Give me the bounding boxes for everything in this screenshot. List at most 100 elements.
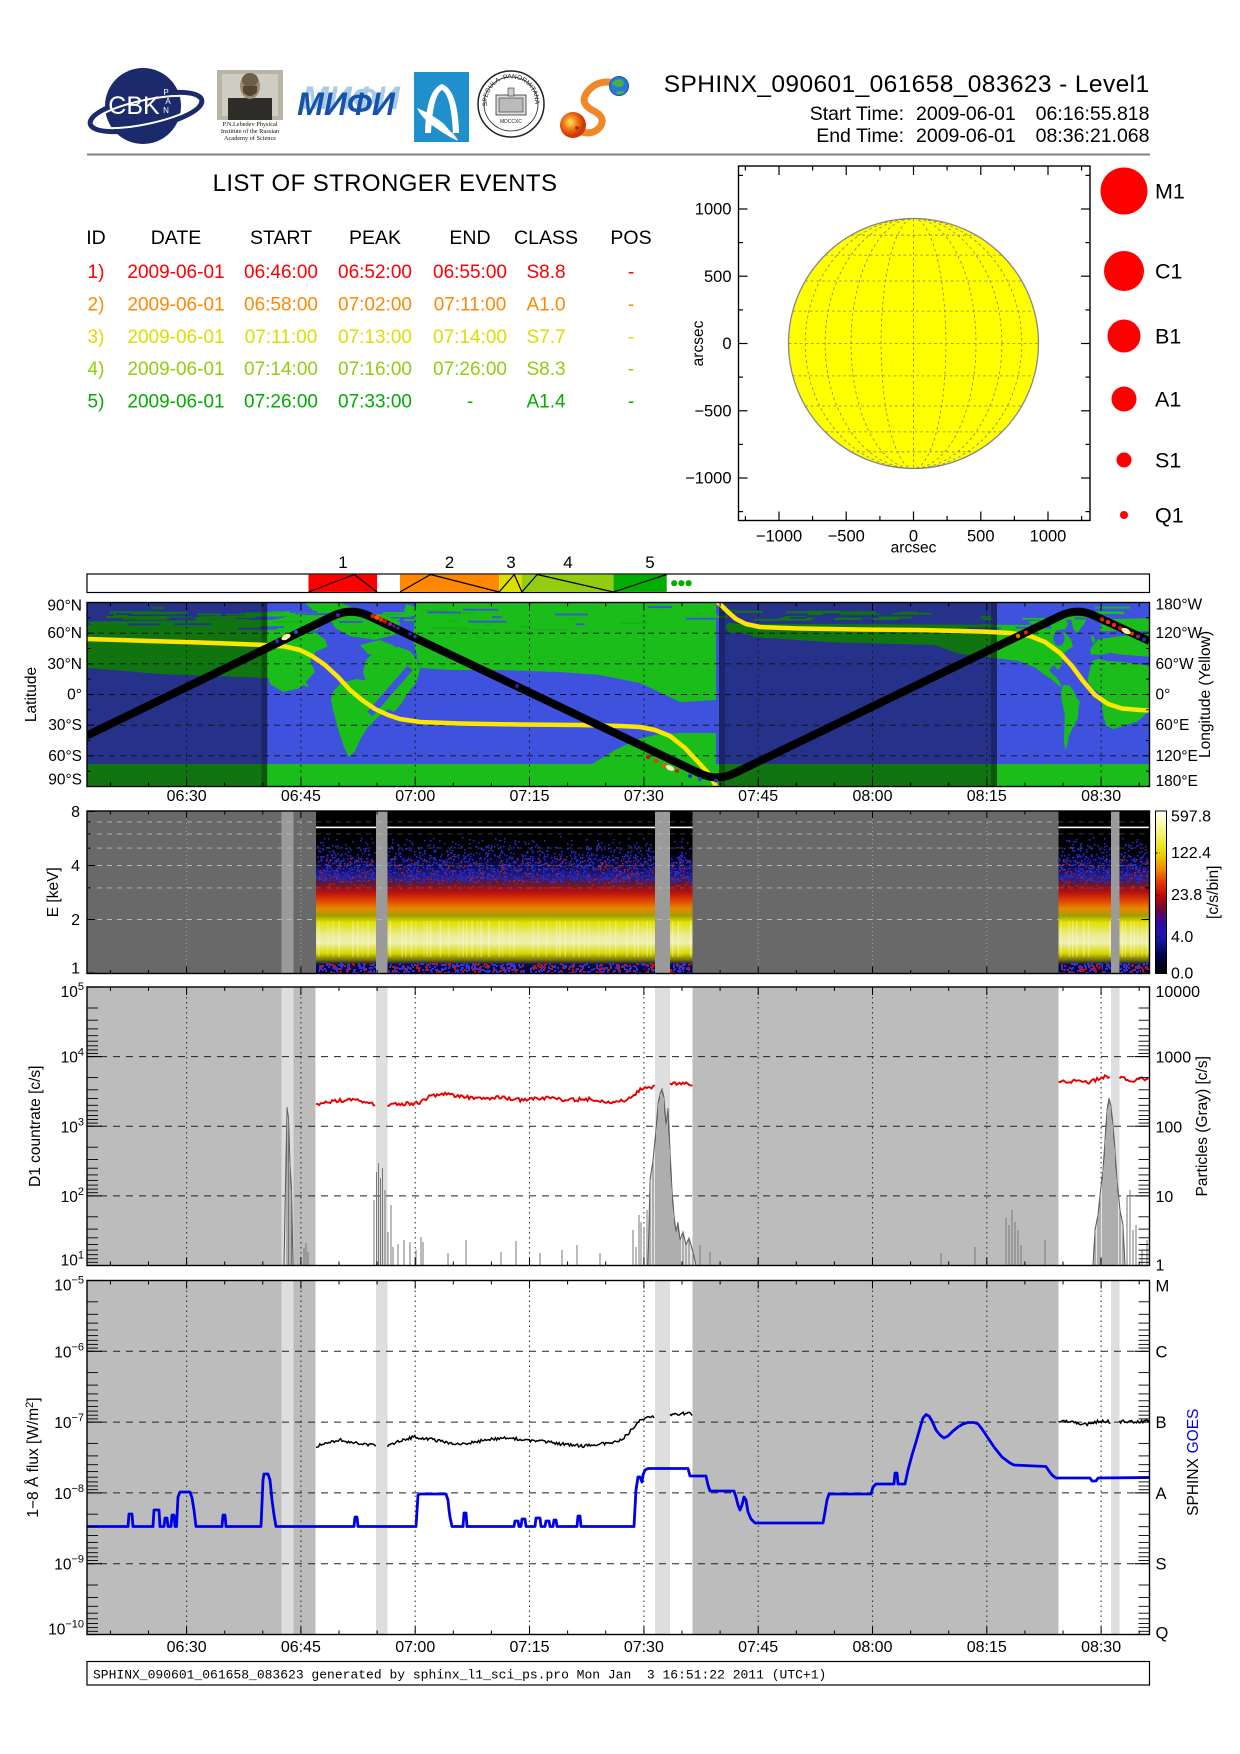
svg-text:A1: A1 (1155, 388, 1181, 412)
svg-text:08:00: 08:00 (852, 788, 892, 805)
svg-text:5: 5 (645, 553, 654, 572)
svg-text:0: 0 (909, 528, 918, 546)
svg-text:End Time:: End Time: (816, 125, 904, 147)
svg-text:[c/s/bin]: [c/s/bin] (1205, 866, 1222, 919)
svg-text:1−8 Å flux [W/m2]: 1−8 Å flux [W/m2] (24, 1397, 42, 1517)
svg-text:A: A (165, 97, 171, 106)
svg-text:arcsec: arcsec (690, 320, 707, 366)
svg-text:SPHINX_090601_061658_083623 ge: SPHINX_090601_061658_083623 generated by… (93, 1668, 826, 1683)
svg-text:P: P (163, 88, 168, 97)
svg-text:07:15: 07:15 (510, 788, 550, 805)
svg-text:S1: S1 (1155, 449, 1181, 473)
svg-text:S8.8: S8.8 (526, 262, 565, 283)
svg-text:07:33:00: 07:33:00 (338, 392, 412, 413)
svg-text:Academy of Science: Academy of Science (224, 135, 276, 142)
svg-text:180°W: 180°W (1156, 597, 1203, 614)
svg-text:500: 500 (704, 268, 732, 286)
svg-text:Q1: Q1 (1155, 504, 1184, 528)
svg-text:07:14:00: 07:14:00 (433, 327, 507, 348)
svg-text:-: - (467, 392, 473, 413)
svg-text:08:15: 08:15 (967, 1639, 1007, 1656)
svg-text:07:16:00: 07:16:00 (338, 359, 412, 380)
svg-text:CBK: CBK (108, 92, 160, 120)
svg-text:06:55:00: 06:55:00 (433, 262, 507, 283)
svg-text:2009-06-01: 2009-06-01 (127, 359, 224, 380)
svg-text:5): 5) (88, 392, 105, 413)
svg-text:4: 4 (563, 553, 572, 572)
svg-text:-: - (628, 294, 634, 315)
svg-text:08:30: 08:30 (1081, 1639, 1121, 1656)
svg-text:2009-06-01: 2009-06-01 (127, 392, 224, 413)
svg-text:CLASS: CLASS (514, 227, 578, 249)
svg-text:A1.4: A1.4 (526, 392, 566, 413)
svg-text:120°E: 120°E (1156, 748, 1198, 765)
svg-text:-: - (628, 262, 634, 283)
svg-text:GOES: GOES (1185, 1409, 1202, 1454)
svg-text:1000: 1000 (1030, 528, 1067, 546)
svg-text:07:15: 07:15 (510, 1639, 550, 1656)
svg-text:07:13:00: 07:13:00 (338, 327, 412, 348)
svg-text:07:45: 07:45 (738, 788, 778, 805)
svg-text:E [keV]: E [keV] (45, 867, 62, 917)
svg-text:597.8: 597.8 (1171, 809, 1211, 826)
svg-text:06:45: 06:45 (281, 788, 321, 805)
svg-text:1: 1 (1156, 1258, 1165, 1275)
svg-text:4: 4 (71, 858, 80, 875)
svg-text:07:30: 07:30 (624, 788, 664, 805)
svg-text:0: 0 (722, 335, 731, 353)
svg-text:2009-06-01: 2009-06-01 (127, 262, 224, 283)
svg-text:60°N: 60°N (47, 625, 82, 642)
svg-text:A: A (1156, 1485, 1167, 1503)
svg-text:120°W: 120°W (1156, 625, 1203, 642)
svg-text:DATE: DATE (151, 227, 202, 249)
svg-text:2: 2 (445, 553, 454, 572)
svg-text:1000: 1000 (695, 201, 732, 219)
svg-text:2): 2) (88, 294, 105, 315)
svg-text:2009-06-01: 2009-06-01 (127, 327, 224, 348)
svg-text:06:52:00: 06:52:00 (338, 262, 412, 283)
svg-text:Particles (Gray) [c/s]: Particles (Gray) [c/s] (1194, 1056, 1211, 1196)
svg-text:P.N.Lebedev Physical: P.N.Lebedev Physical (222, 121, 277, 128)
svg-text:МИФИ: МИФИ (297, 86, 396, 122)
svg-text:SPHINX_090601_061658_083623 -: SPHINX_090601_061658_083623 - Level1 (664, 71, 1150, 98)
svg-text:−1000: −1000 (685, 470, 731, 488)
svg-text:C: C (1156, 1343, 1168, 1361)
svg-text:07:11:00: 07:11:00 (434, 294, 507, 315)
svg-text:08:00: 08:00 (852, 1639, 892, 1656)
svg-text:-: - (628, 359, 634, 380)
svg-text:90°N: 90°N (47, 598, 82, 615)
svg-text:−500: −500 (694, 402, 731, 420)
svg-text:2009-06-01: 2009-06-01 (127, 294, 224, 315)
svg-text:30°S: 30°S (48, 717, 82, 734)
svg-text:2009-06-01: 2009-06-01 (916, 103, 1016, 125)
svg-text:07:26:00: 07:26:00 (244, 392, 318, 413)
svg-text:3: 3 (506, 553, 515, 572)
svg-text:S: S (1156, 1556, 1167, 1574)
svg-text:МИФИ: МИФИ (302, 80, 401, 116)
svg-text:END: END (449, 227, 490, 249)
svg-text:8: 8 (71, 804, 80, 821)
svg-text:90°S: 90°S (48, 772, 82, 789)
svg-text:POS: POS (610, 227, 651, 249)
svg-text:1: 1 (71, 961, 80, 978)
svg-text:A1.0: A1.0 (526, 294, 565, 315)
svg-text:ID: ID (86, 227, 106, 249)
svg-text:C1: C1 (1155, 260, 1182, 284)
svg-text:10000: 10000 (1156, 984, 1201, 1001)
svg-text:07:11:00: 07:11:00 (245, 327, 318, 348)
svg-text:Q: Q (1156, 1625, 1169, 1643)
svg-text:60°E: 60°E (1156, 717, 1190, 734)
svg-text:−500: −500 (828, 528, 865, 546)
svg-text:Institute of the Russian: Institute of the Russian (221, 128, 280, 135)
svg-text:180°E: 180°E (1156, 773, 1198, 790)
svg-text:N: N (163, 106, 169, 115)
svg-text:06:16:55.818: 06:16:55.818 (1036, 103, 1150, 125)
svg-text:06:58:00: 06:58:00 (244, 294, 318, 315)
svg-text:2: 2 (71, 912, 80, 929)
svg-text:1000: 1000 (1156, 1050, 1192, 1067)
svg-text:3): 3) (88, 327, 105, 348)
svg-text:06:30: 06:30 (167, 1639, 207, 1656)
svg-text:M: M (1156, 1278, 1170, 1296)
svg-text:B: B (1156, 1414, 1167, 1432)
svg-text:0°: 0° (67, 687, 82, 704)
